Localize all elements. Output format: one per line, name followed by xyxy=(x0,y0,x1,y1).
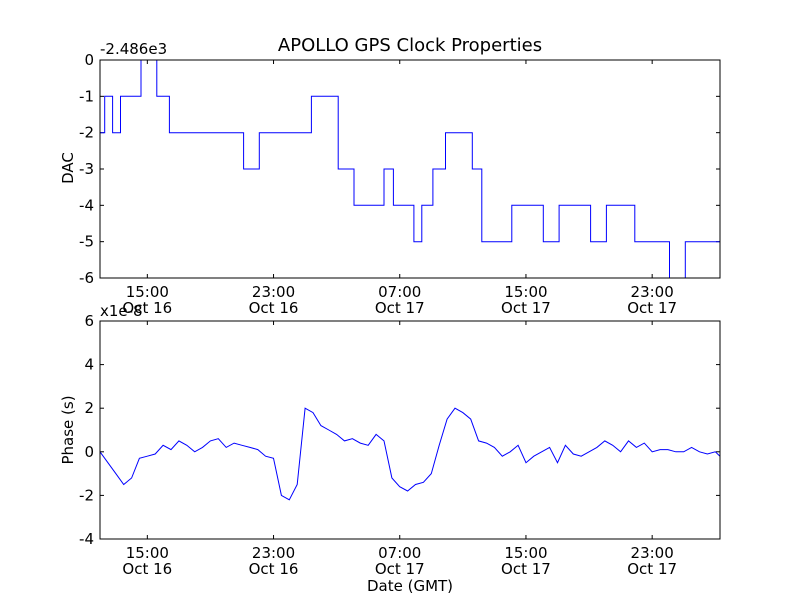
dac-ytick-label: -1 xyxy=(79,87,94,105)
dac-xtick-date-label: Oct 16 xyxy=(249,299,299,317)
dac-xtick-time-label: 15:00 xyxy=(504,283,547,301)
phase-xtick-time-label: 23:00 xyxy=(252,544,295,562)
phase-xtick-time-label: 15:00 xyxy=(126,544,169,562)
dac-y-axis-label: DAC xyxy=(59,152,77,184)
phase-series-line xyxy=(99,407,721,501)
phase-plot-frame xyxy=(99,320,721,540)
phase-xtick-time-label: 07:00 xyxy=(378,544,421,562)
phase-ytick-label: -2 xyxy=(79,486,94,504)
dac-xtick-time-label: 07:00 xyxy=(378,283,421,301)
dac-xtick-date-label: Oct 17 xyxy=(501,299,551,317)
dac-ytick-label: -2 xyxy=(79,124,94,142)
phase-xtick-date-label: Oct 16 xyxy=(122,560,172,578)
phase-ytick-label: 4 xyxy=(84,356,94,374)
dac-ytick-label: 0 xyxy=(84,51,94,69)
phase-ytick-label: -4 xyxy=(79,530,94,548)
phase-ytick-label: 0 xyxy=(84,443,94,461)
dac-xtick-date-label: Oct 17 xyxy=(375,299,425,317)
phase-xtick-date-label: Oct 17 xyxy=(375,560,425,578)
phase-xtick-date-label: Oct 16 xyxy=(249,560,299,578)
phase-y-axis-label: Phase (s) xyxy=(59,395,77,464)
dac-ytick-label: -3 xyxy=(79,160,94,178)
dac-ytick-label: -4 xyxy=(79,196,94,214)
phase-xtick-date-label: Oct 17 xyxy=(627,560,677,578)
dac-offset-label: -2.486e3 xyxy=(100,40,167,58)
phase-xtick-date-label: Oct 17 xyxy=(501,560,551,578)
dac-series-line xyxy=(100,59,720,279)
dac-ytick-label: -6 xyxy=(79,269,94,287)
phase-xtick-time-label: 15:00 xyxy=(504,544,547,562)
dac-ytick-label: -5 xyxy=(79,233,94,251)
dac-xtick-time-label: 15:00 xyxy=(126,283,169,301)
phase-xtick-time-label: 23:00 xyxy=(631,544,674,562)
x-axis-label: Date (GMT) xyxy=(367,577,453,595)
dac-xtick-date-label: Oct 16 xyxy=(122,299,172,317)
dac-plot-frame xyxy=(99,59,721,279)
dac-xtick-date-label: Oct 17 xyxy=(627,299,677,317)
phase-offset-label: x1e-8 xyxy=(100,302,143,320)
phase-ytick-label: 6 xyxy=(84,312,94,330)
phase-ytick-label: 2 xyxy=(84,399,94,417)
dac-xtick-time-label: 23:00 xyxy=(252,283,295,301)
dac-xtick-time-label: 23:00 xyxy=(631,283,674,301)
chart-title: APOLLO GPS Clock Properties xyxy=(278,35,542,56)
